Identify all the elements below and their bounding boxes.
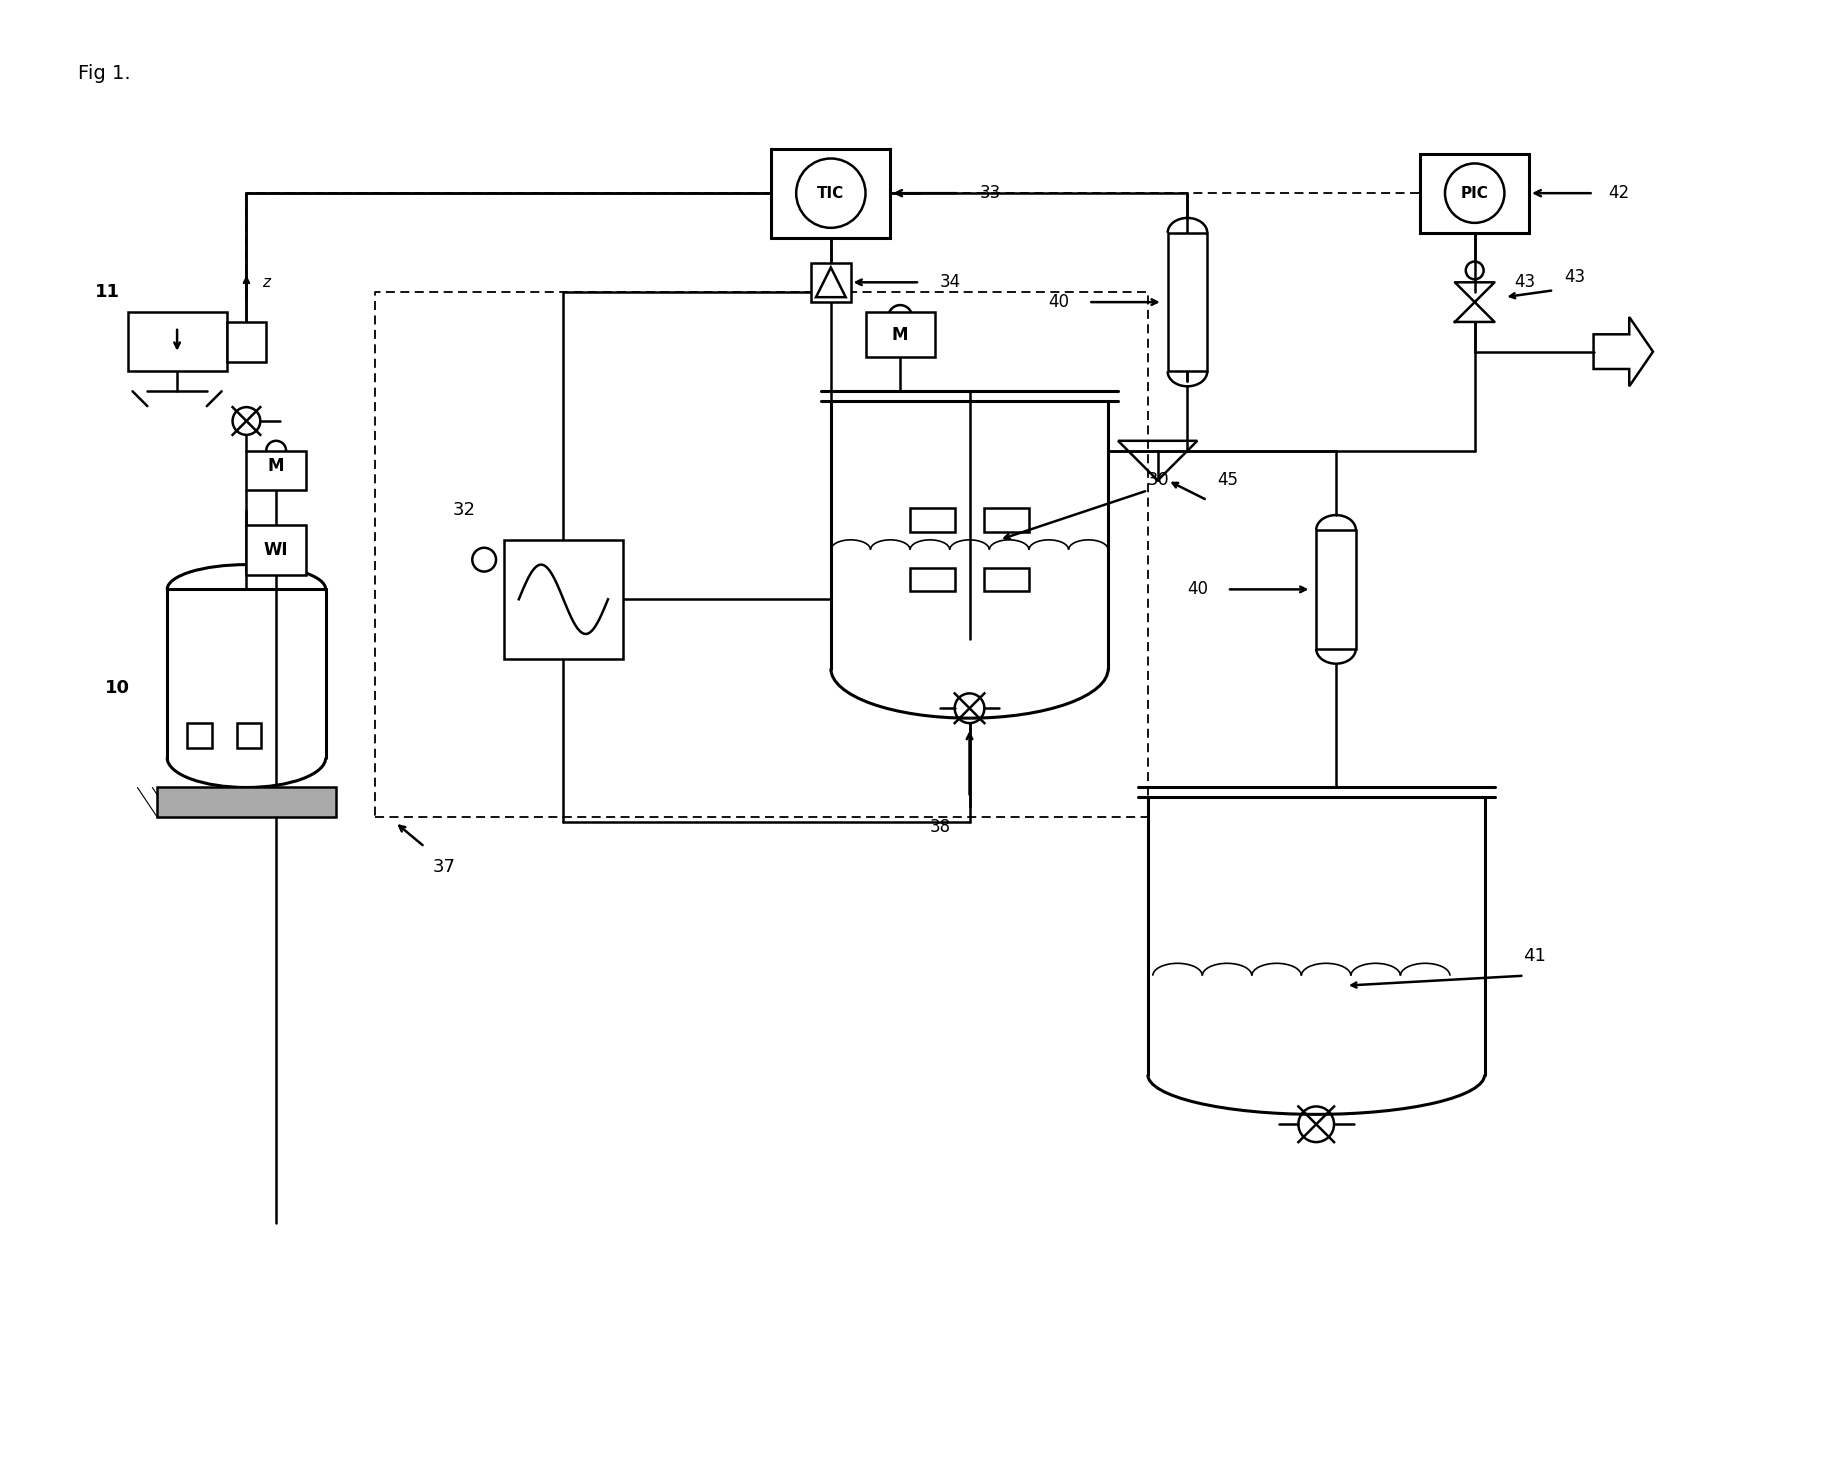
Text: 37: 37 xyxy=(432,857,456,876)
Bar xyxy=(811,263,850,302)
Bar xyxy=(246,451,305,490)
Bar xyxy=(1420,154,1528,233)
Text: 11: 11 xyxy=(96,283,120,301)
Bar xyxy=(910,508,954,531)
Text: 43: 43 xyxy=(1513,273,1534,291)
Bar xyxy=(156,787,335,818)
Text: Fig 1.: Fig 1. xyxy=(77,65,131,84)
Text: M: M xyxy=(268,457,285,474)
Bar xyxy=(910,568,954,592)
Text: 32: 32 xyxy=(452,501,476,520)
Text: TIC: TIC xyxy=(817,185,844,201)
Bar xyxy=(771,148,890,238)
Bar xyxy=(188,724,211,747)
Text: 33: 33 xyxy=(978,184,1000,203)
Bar xyxy=(127,313,226,371)
Text: 42: 42 xyxy=(1607,184,1629,203)
Bar xyxy=(237,724,261,747)
Text: 30: 30 xyxy=(1146,471,1168,489)
Text: 40: 40 xyxy=(1048,294,1068,311)
Bar xyxy=(1315,530,1355,649)
Text: 10: 10 xyxy=(105,680,131,697)
Bar xyxy=(226,321,267,361)
Text: 41: 41 xyxy=(1523,947,1545,964)
Text: 43: 43 xyxy=(1563,269,1583,286)
Text: PIC: PIC xyxy=(1460,185,1488,201)
Bar xyxy=(864,313,934,357)
Bar xyxy=(984,508,1028,531)
Text: 34: 34 xyxy=(940,273,960,291)
Bar xyxy=(984,568,1028,592)
Text: z: z xyxy=(263,275,270,289)
Text: WI: WI xyxy=(263,540,289,559)
Bar xyxy=(504,540,622,659)
Text: M: M xyxy=(892,326,908,344)
Bar xyxy=(246,526,305,574)
Text: 40: 40 xyxy=(1186,580,1206,599)
Bar xyxy=(1168,233,1206,371)
Text: 38: 38 xyxy=(929,818,951,837)
Text: 45: 45 xyxy=(1217,471,1238,489)
